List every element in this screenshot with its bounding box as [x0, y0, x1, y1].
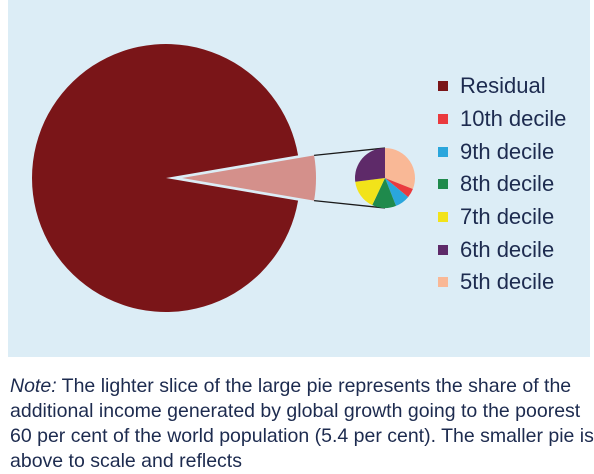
legend-item-8th-decile: 8th decile [438, 168, 566, 201]
chart-note: Note: The lighter slice of the large pie… [10, 374, 594, 474]
main-pie [32, 44, 317, 313]
legend-swatch [438, 179, 448, 190]
connector-line-bottom [314, 199, 386, 209]
legend-label: 8th decile [460, 171, 555, 197]
chart-panel: Residual 10th decile 9th decile 8th decile 7… [8, 0, 590, 357]
legend-item-10th-decile: 10th decile [438, 103, 566, 136]
legend-swatch [438, 277, 448, 288]
connector-line-top [314, 147, 386, 157]
legend-label: 9th decile [460, 138, 555, 164]
connector-lines [314, 147, 386, 209]
legend-swatch [438, 146, 448, 157]
detail-pie-slice-10th-decile [385, 178, 413, 198]
note-text: The lighter slice of the large pie repre… [10, 375, 594, 472]
legend-item-6th-decile: 6th decile [438, 233, 566, 266]
detail-pie-slice-6th-decile [355, 148, 385, 182]
detail-pie-slice-9th-decile [385, 178, 409, 206]
detail-pie [355, 148, 415, 208]
main-pie-slice-poorest-60-per-cent [182, 155, 317, 201]
legend-label: 6th decile [460, 236, 555, 262]
legend-item-residual: Residual [438, 70, 566, 103]
legend-swatch [438, 114, 448, 125]
chart-legend: Residual 10th decile 9th decile 8th decile 7… [438, 70, 566, 299]
legend-label: 5th decile [460, 269, 555, 295]
legend-swatch [438, 81, 448, 92]
legend-item-9th-decile: 9th decile [438, 135, 566, 168]
legend-label: 7th decile [460, 204, 555, 230]
legend-item-5th-decile: 5th decile [438, 266, 566, 299]
legend-swatch [438, 244, 448, 255]
detail-pie-slice-7th-decile [355, 178, 385, 206]
legend-swatch [438, 212, 448, 223]
legend-label: Residual [460, 73, 546, 99]
pie-chart-svg [32, 44, 415, 313]
legend-item-7th-decile: 7th decile [438, 201, 566, 234]
detail-pie-slice-8th-decile [372, 178, 397, 208]
legend-label: 10th decile [460, 106, 567, 132]
detail-pie-slice-5th-decile [385, 148, 415, 190]
main-pie-slice-residual [32, 44, 299, 313]
note-label: Note: [10, 375, 57, 397]
